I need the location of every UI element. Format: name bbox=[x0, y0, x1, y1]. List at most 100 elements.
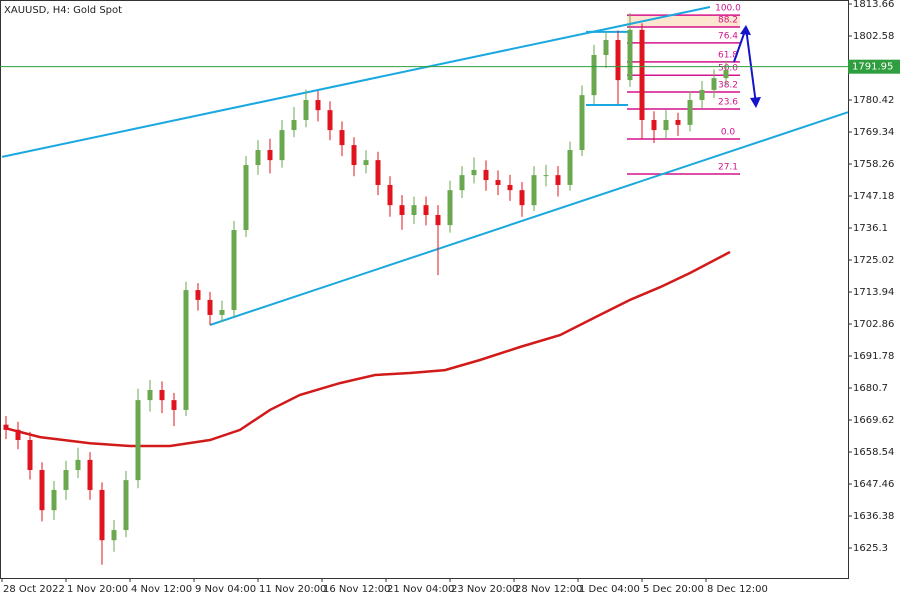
candle-body bbox=[195, 290, 201, 300]
candle-body bbox=[435, 214, 441, 226]
y-tick-label: 1636.38 bbox=[853, 511, 894, 522]
current-price-box bbox=[848, 59, 900, 74]
fib-label: 76.4 bbox=[718, 31, 738, 41]
x-tick-label: 28 Oct 2022 bbox=[3, 584, 65, 595]
candle-body bbox=[699, 89, 705, 101]
x-tick-label: 23 Nov 20:00 bbox=[451, 584, 518, 595]
trend-line bbox=[209, 111, 849, 326]
y-tick-label: 1658.54 bbox=[853, 447, 894, 458]
y-tick-label: 1747.18 bbox=[853, 191, 894, 202]
candle-body bbox=[663, 119, 669, 131]
candle-body bbox=[51, 489, 57, 511]
arrow-head bbox=[740, 25, 751, 35]
candle-body bbox=[591, 54, 597, 96]
fib-label: 100.0 bbox=[715, 4, 741, 14]
candle-body bbox=[291, 119, 297, 131]
candle-body bbox=[627, 29, 633, 81]
fib-label: 50.0 bbox=[718, 64, 738, 74]
fib-label: 38.2 bbox=[718, 80, 738, 90]
fib-label: 23.6 bbox=[718, 97, 738, 107]
candle-body bbox=[687, 100, 693, 125]
candle-body bbox=[483, 169, 489, 181]
y-tick-label: 1702.86 bbox=[853, 319, 894, 330]
candle-body bbox=[123, 480, 129, 531]
candle-body bbox=[279, 130, 285, 161]
candle-body bbox=[99, 489, 105, 541]
y-tick-label: 1680.7 bbox=[853, 383, 888, 394]
plot-layer: 100.088.2 76.4 61.8 50.0 38.2 23.6 0.0 27.1 bbox=[1, 4, 849, 565]
fib-label: 27.1 bbox=[718, 162, 738, 172]
candle-body bbox=[471, 169, 477, 176]
candle-body bbox=[87, 459, 93, 490]
candle-body bbox=[3, 424, 9, 430]
candle-body bbox=[447, 190, 453, 226]
x-tick-label: 28 Nov 12:00 bbox=[515, 584, 582, 595]
candle-body bbox=[39, 470, 45, 511]
y-tick-label: 1780.42 bbox=[853, 95, 894, 106]
plot-frame bbox=[0, 0, 849, 579]
candle-body bbox=[243, 165, 249, 231]
candle-body bbox=[411, 205, 417, 215]
y-tick-label: 1758.26 bbox=[853, 159, 894, 170]
candle-body bbox=[63, 470, 69, 490]
x-tick-label: 16 Nov 12:00 bbox=[323, 584, 390, 595]
candle-body bbox=[219, 310, 225, 315]
candle-body bbox=[135, 400, 141, 481]
fib-label: 61.8 bbox=[718, 50, 738, 60]
y-tick-label: 1802.58 bbox=[853, 31, 894, 42]
y-tick-label: 1736.1 bbox=[853, 223, 888, 234]
candle-body bbox=[519, 190, 525, 206]
fib-label: 0.0 bbox=[721, 128, 736, 138]
candle-body bbox=[399, 205, 405, 215]
y-tick-label: 1647.46 bbox=[853, 479, 894, 490]
candle-body bbox=[603, 39, 609, 55]
candle-body bbox=[351, 145, 357, 166]
candle-body bbox=[327, 110, 333, 131]
candle-body bbox=[711, 78, 717, 90]
candle-body bbox=[615, 39, 621, 81]
y-tick-label: 1669.62 bbox=[853, 415, 894, 426]
candle-body bbox=[423, 205, 429, 215]
candle-body bbox=[171, 400, 177, 410]
candle-body bbox=[579, 95, 585, 151]
candle-body bbox=[639, 29, 645, 120]
candle-body bbox=[255, 150, 261, 166]
moving-average bbox=[4, 250, 731, 448]
candle-body bbox=[507, 184, 513, 191]
candle-body bbox=[555, 175, 561, 185]
y-tick-label: 1769.34 bbox=[853, 127, 894, 138]
fib-label: 88.2 bbox=[718, 15, 738, 25]
x-tick-label: 4 Nov 12:00 bbox=[131, 584, 192, 595]
x-tick-label: 21 Nov 04:00 bbox=[387, 584, 454, 595]
candle-body bbox=[315, 100, 321, 111]
candle-body bbox=[75, 459, 81, 471]
y-tick-label: 1691.78 bbox=[853, 351, 894, 362]
x-tick-label: 8 Dec 12:00 bbox=[707, 584, 768, 595]
candle-body bbox=[675, 119, 681, 125]
y-tick-label: 1713.94 bbox=[853, 287, 894, 298]
candle-body bbox=[303, 100, 309, 120]
x-tick-label: 1 Nov 20:00 bbox=[67, 584, 128, 595]
candle-body bbox=[111, 530, 117, 541]
candle-body bbox=[231, 230, 237, 311]
chart-title: XAUUSD, H4: Gold Spot bbox=[4, 5, 122, 16]
candle-body bbox=[339, 130, 345, 146]
candle-body bbox=[267, 150, 273, 161]
candle-body bbox=[459, 175, 465, 191]
candle-body bbox=[15, 429, 21, 440]
candle-body bbox=[363, 160, 369, 166]
x-tick-label: 9 Nov 04:00 bbox=[195, 584, 256, 595]
x-tick-label: 5 Dec 20:00 bbox=[643, 584, 704, 595]
fib-zone bbox=[627, 15, 740, 27]
candle-body bbox=[27, 439, 33, 471]
candle-body bbox=[651, 119, 657, 131]
candle-body bbox=[543, 175, 549, 177]
x-tick-label: 11 Nov 20:00 bbox=[259, 584, 326, 595]
candle-body bbox=[531, 175, 537, 206]
candle-body bbox=[207, 299, 213, 315]
candle-body bbox=[567, 150, 573, 185]
arrow-head bbox=[750, 97, 761, 108]
candle-body bbox=[147, 390, 153, 401]
